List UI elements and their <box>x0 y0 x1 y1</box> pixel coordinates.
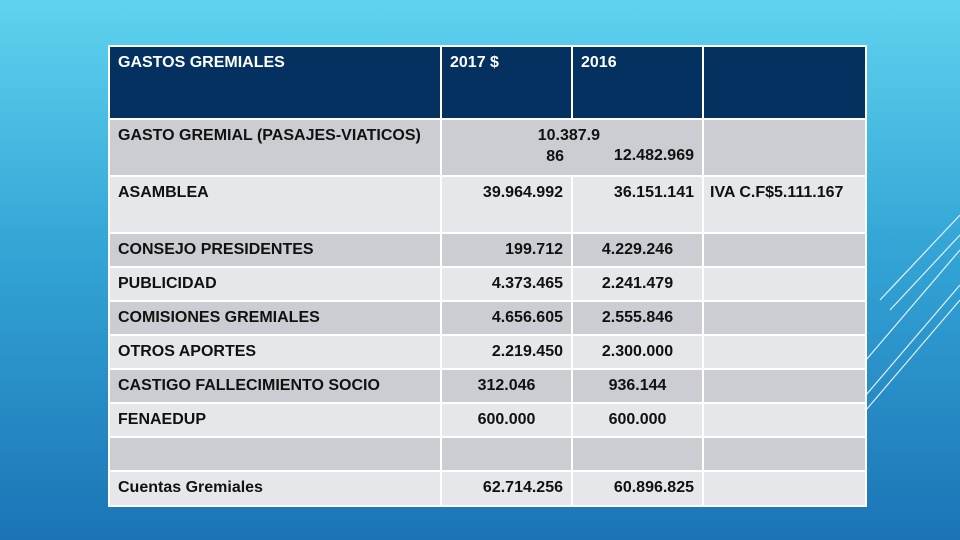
row-concept <box>108 436 442 472</box>
row-note <box>702 470 867 507</box>
row-value-2016: 60.896.825 <box>571 470 704 507</box>
row-value-2016: 936.144 <box>571 368 704 404</box>
row-note <box>702 118 867 177</box>
row-concept: PUBLICIDAD <box>108 266 442 302</box>
row-value-2016: 2.300.000 <box>571 334 704 370</box>
table-header-row: GASTOS GREMIALES 2017 $ 2016 <box>108 45 867 120</box>
row-note <box>702 368 867 404</box>
row-value-2017: 312.046 <box>440 368 573 404</box>
row-value-2017: 4.373.465 <box>440 266 573 302</box>
row-value-2017-part1: 10.387.9 <box>537 127 600 144</box>
row-concept: Cuentas Gremiales <box>108 470 442 507</box>
row-note <box>702 334 867 370</box>
row-concept: CASTIGO FALLECIMIENTO SOCIO <box>108 368 442 404</box>
row-value-2016: 600.000 <box>571 402 704 438</box>
row-value-2017: 600.000 <box>440 402 573 438</box>
table-row: GASTO GREMIAL (PASAJES-VIATICOS) 10.387.… <box>108 118 867 177</box>
table-row: CASTIGO FALLECIMIENTO SOCIO 312.046 936.… <box>108 368 867 404</box>
row-value-2016: 12.482.969 <box>613 147 694 164</box>
row-concept: ASAMBLEA <box>108 175 442 234</box>
row-value-2017: 4.656.605 <box>440 300 573 336</box>
row-concept: GASTO GREMIAL (PASAJES-VIATICOS) <box>108 118 442 177</box>
table-row: COMISIONES GREMIALES 4.656.605 2.555.846 <box>108 300 867 336</box>
row-note <box>702 402 867 438</box>
row-concept: FENAEDUP <box>108 402 442 438</box>
row-value-2017 <box>440 436 573 472</box>
table-row: OTROS APORTES 2.219.450 2.300.000 <box>108 334 867 370</box>
row-concept: COMISIONES GREMIALES <box>108 300 442 336</box>
table-row: FENAEDUP 600.000 600.000 <box>108 402 867 438</box>
row-value-2017: 62.714.256 <box>440 470 573 507</box>
table-row-total: Cuentas Gremiales 62.714.256 60.896.825 <box>108 470 867 507</box>
row-value-2017: 2.219.450 <box>440 334 573 370</box>
table-row: PUBLICIDAD 4.373.465 2.241.479 <box>108 266 867 302</box>
table-row: ASAMBLEA 39.964.992 36.151.141 IVA C.F$5… <box>108 175 867 234</box>
table-row: CONSEJO PRESIDENTES 199.712 4.229.246 <box>108 232 867 268</box>
header-year-2017: 2017 $ <box>440 45 573 120</box>
row-value-2016: 4.229.246 <box>571 232 704 268</box>
header-concept: GASTOS GREMIALES <box>108 45 442 120</box>
row-note: IVA C.F$5.111.167 <box>702 175 867 234</box>
row-value-2016 <box>571 436 704 472</box>
header-year-2016: 2016 <box>571 45 704 120</box>
row-values-merged: 10.387.9 86 12.482.969 <box>440 118 704 177</box>
row-value-2016: 2.241.479 <box>571 266 704 302</box>
row-value-2016: 36.151.141 <box>571 175 704 234</box>
table-row-empty <box>108 436 867 472</box>
row-value-2017-part2: 86 <box>546 148 564 165</box>
row-concept: OTROS APORTES <box>108 334 442 370</box>
row-note <box>702 266 867 302</box>
expenses-table: GASTOS GREMIALES 2017 $ 2016 GASTO GREMI… <box>108 45 867 507</box>
row-value-2017: 199.712 <box>440 232 573 268</box>
row-value-2017: 39.964.992 <box>440 175 573 234</box>
row-concept: CONSEJO PRESIDENTES <box>108 232 442 268</box>
row-value-2016: 2.555.846 <box>571 300 704 336</box>
header-note <box>702 45 867 120</box>
row-note <box>702 232 867 268</box>
row-note <box>702 300 867 336</box>
row-note <box>702 436 867 472</box>
